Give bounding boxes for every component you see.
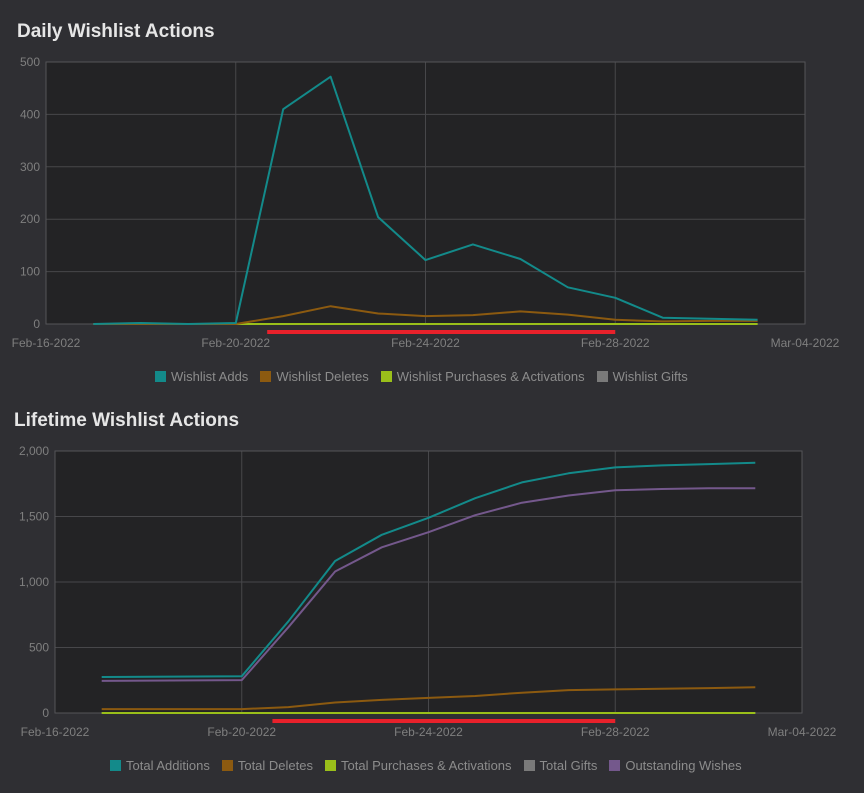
daily-legend-swatch	[260, 371, 272, 382]
daily-chart: 0 100 200 300 400 500 Feb-16-2022 Feb-20-2022 Fe…	[12, 55, 840, 350]
lifetime-ytick-label: 2,000	[19, 444, 49, 458]
daily-chart-title: Daily Wishlist Actions	[17, 21, 215, 42]
daily-xtick-label: Feb-20-2022	[201, 336, 270, 350]
daily-ytick-label: 0	[33, 317, 40, 331]
daily-legend-label: Wishlist Deletes	[276, 369, 369, 384]
lifetime-legend-swatch	[523, 760, 535, 771]
daily-xtick-label: Feb-16-2022	[12, 336, 81, 350]
lifetime-legend-item-total-purchases-activations[interactable]: Total Purchases & Activations	[325, 758, 512, 773]
daily-legend-item-wishlist-deletes[interactable]: Wishlist Deletes	[260, 369, 369, 384]
lifetime-legend-item-outstanding-wishes[interactable]: Outstanding Wishes	[609, 758, 742, 773]
daily-legend-label: Wishlist Gifts	[612, 369, 688, 384]
daily-ytick-label: 400	[20, 107, 40, 121]
daily-series-wishlist-adds	[93, 75, 758, 325]
daily-legend-swatch	[380, 371, 392, 382]
daily-ytick-label: 500	[20, 55, 40, 69]
lifetime-ytick-label: 500	[29, 641, 49, 655]
lifetime-xtick-label: Feb-28-2022	[581, 725, 650, 739]
lifetime-series-total-additions	[101, 461, 756, 678]
daily-legend-label: Wishlist Adds	[171, 369, 249, 384]
daily-xtick-label: Mar-04-2022	[771, 336, 840, 350]
daily-ytick-label: 300	[20, 160, 40, 174]
lifetime-legend-swatch	[325, 760, 336, 771]
lifetime-xtick-label: Feb-24-2022	[394, 725, 463, 739]
lifetime-legend-label: Total Gifts	[539, 758, 598, 773]
daily-legend-item-wishlist-purchases-activations[interactable]: Wishlist Purchases & Activations	[380, 369, 585, 384]
lifetime-legend-item-total-deletes[interactable]: Total Deletes	[221, 758, 313, 773]
daily-ytick-label: 200	[20, 212, 40, 226]
lifetime-legend-label: Total Purchases & Activations	[341, 758, 512, 773]
lifetime-legend-item-total-gifts[interactable]: Total Gifts	[523, 758, 598, 773]
lifetime-ytick-label: 1,500	[19, 510, 49, 524]
lifetime-series-outstanding-wishes	[101, 487, 756, 682]
daily-xtick-label: Feb-28-2022	[581, 336, 650, 350]
daily-legend-label: Wishlist Purchases & Activations	[396, 369, 585, 384]
lifetime-xtick-label: Feb-20-2022	[207, 725, 276, 739]
daily-chart-legend: Wishlist Adds Wishlist Deletes Wishlist Pu…	[155, 369, 688, 384]
lifetime-legend-label: Total Deletes	[237, 758, 313, 773]
lifetime-chart-legend: Total Additions Total Deletes Total Purcha…	[110, 758, 742, 773]
lifetime-xtick-label: Feb-16-2022	[21, 725, 90, 739]
lifetime-series-total-deletes	[101, 686, 756, 711]
lifetime-xtick-label: Mar-04-2022	[768, 725, 837, 739]
lifetime-legend-swatch	[221, 760, 233, 771]
lifetime-legend-label: Outstanding Wishes	[625, 758, 742, 773]
lifetime-legend-swatch	[110, 760, 121, 771]
daily-legend-item-wishlist-adds[interactable]: Wishlist Adds	[155, 369, 248, 384]
daily-legend-swatch	[596, 371, 608, 382]
lifetime-ytick-label: 0	[42, 706, 49, 720]
lifetime-legend-label: Total Additions	[126, 758, 210, 773]
lifetime-chart-title: Lifetime Wishlist Actions	[14, 410, 240, 431]
daily-ytick-label: 100	[20, 265, 40, 279]
lifetime-legend-item-total-additions[interactable]: Total Additions	[110, 758, 210, 773]
lifetime-legend-swatch	[609, 760, 621, 771]
daily-xtick-label: Feb-24-2022	[391, 336, 460, 350]
lifetime-ytick-label: 1,000	[19, 575, 49, 589]
daily-legend-item-wishlist-gifts[interactable]: Wishlist Gifts	[596, 369, 688, 384]
daily-legend-swatch	[155, 371, 166, 382]
